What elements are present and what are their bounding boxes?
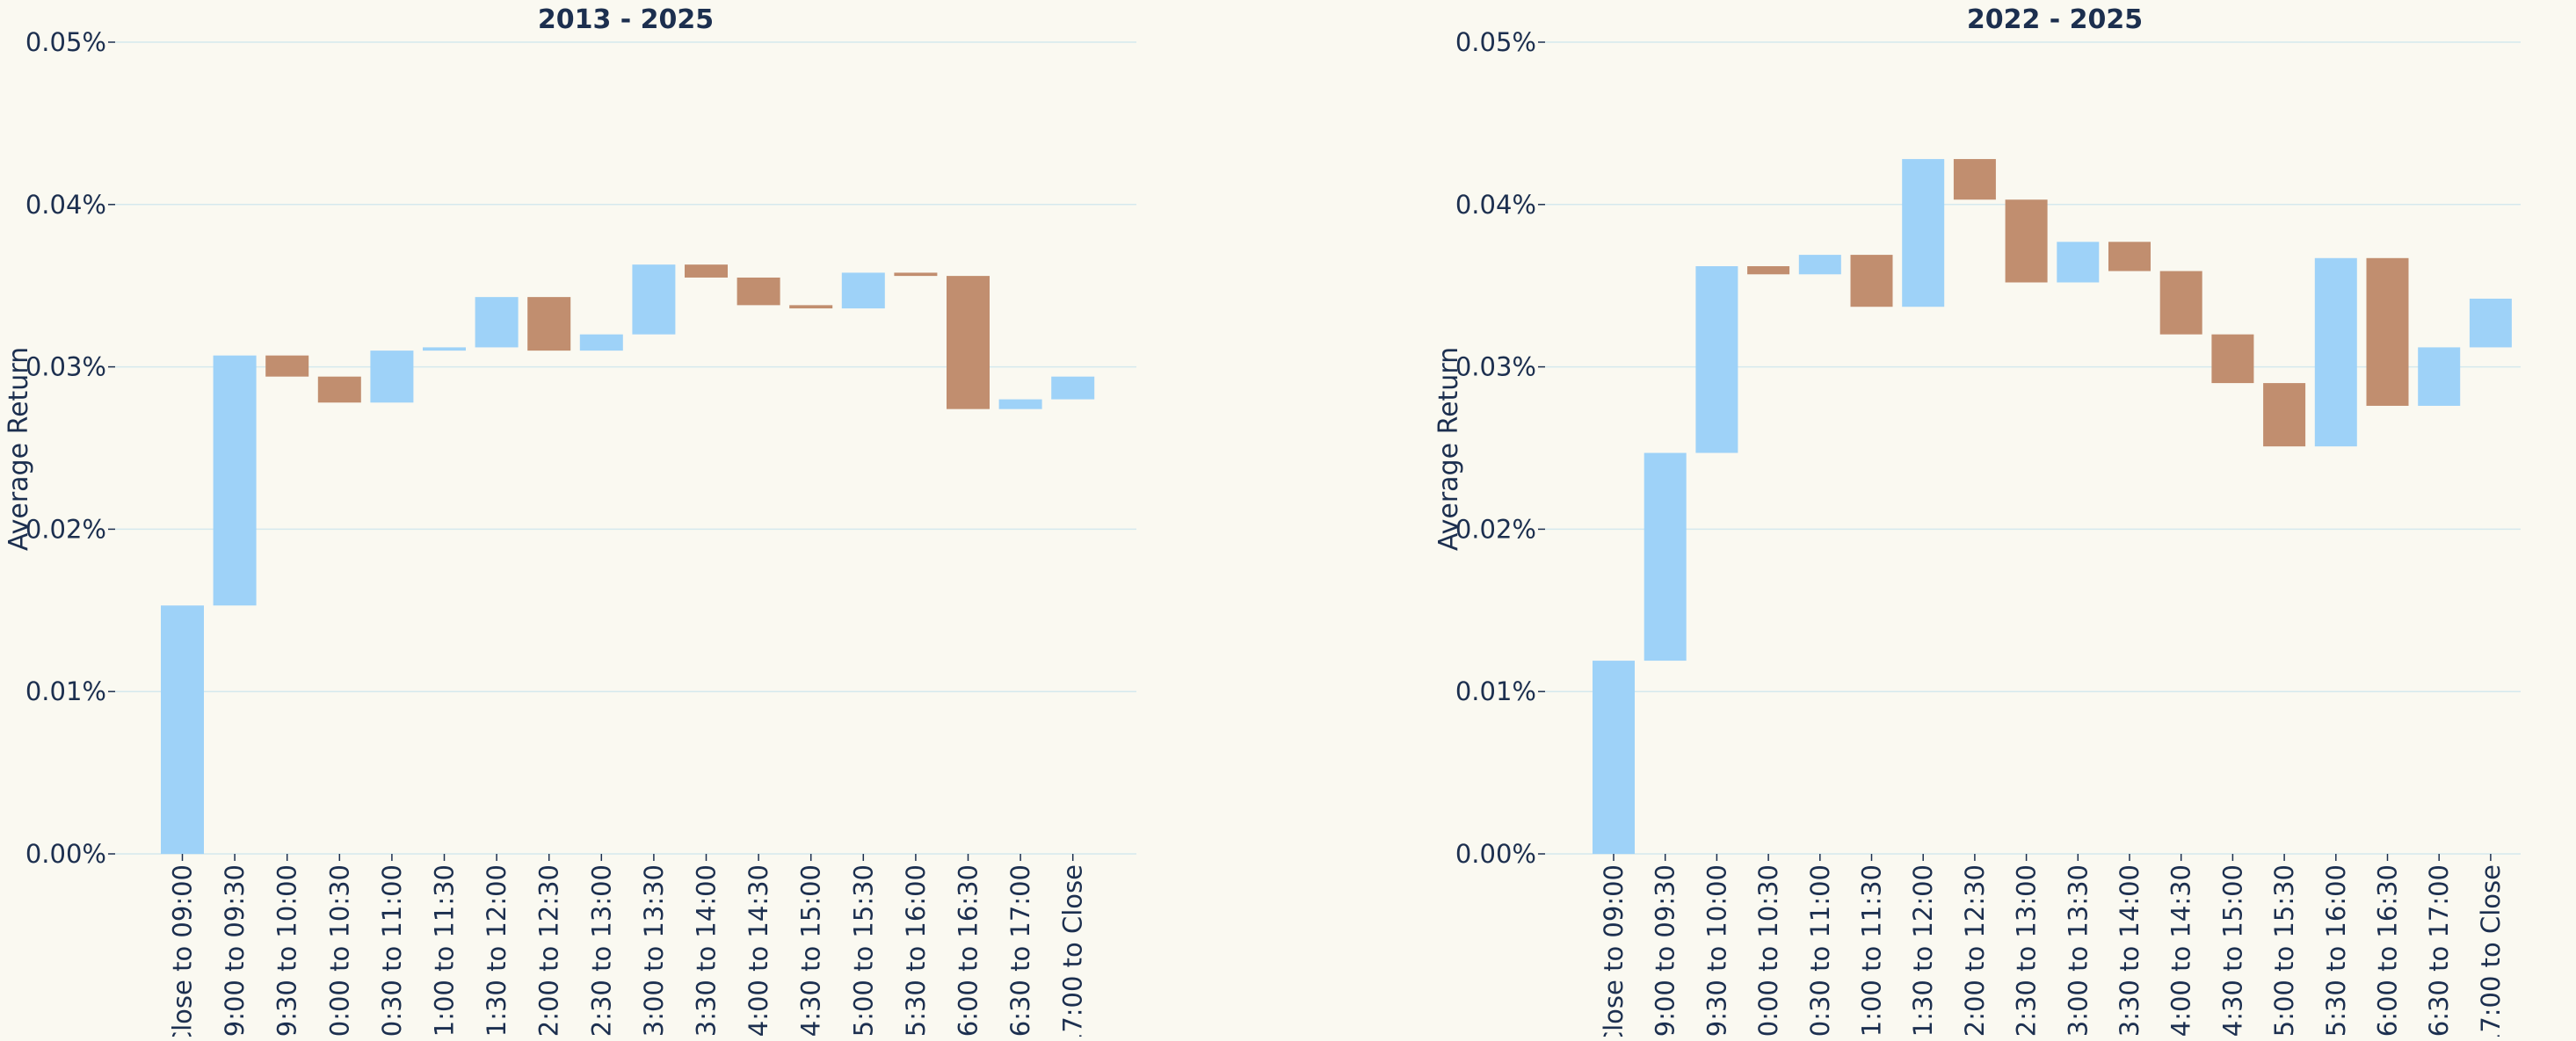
bar-increase xyxy=(1644,452,1687,661)
bar-decrease xyxy=(2366,257,2409,406)
bar-decrease xyxy=(2005,199,2048,283)
bar-increase xyxy=(1798,255,1841,275)
x-tick-label: 14:00 to 14:30 xyxy=(744,864,773,1037)
chart-title: 2013 - 2025 xyxy=(538,4,714,35)
y-tick-label: 0.00% xyxy=(25,839,106,869)
bar-decrease xyxy=(685,264,728,278)
x-tick-label: 14:30 to 15:00 xyxy=(2217,864,2247,1037)
x-tick-label: 3:30 to 14:00 xyxy=(2115,864,2144,1037)
bar-decrease xyxy=(265,355,309,377)
x-tick-label: 10:00 to 10:30 xyxy=(324,864,354,1037)
bar-increase xyxy=(1051,376,1095,400)
y-axis-label: Average Return xyxy=(1433,347,1464,551)
bar-decrease xyxy=(527,297,571,351)
bar-increase xyxy=(423,347,466,351)
bar-increase xyxy=(161,605,204,854)
y-tick-label: 0.04% xyxy=(1455,190,1536,220)
y-tick-label: 0.02% xyxy=(25,514,106,544)
y-tick-label: 0.01% xyxy=(25,676,106,706)
y-tick-label: 0.04% xyxy=(25,190,106,220)
bar-increase xyxy=(1695,266,1738,453)
bar-increase xyxy=(1902,159,1945,307)
x-tick-label: 09:00 to 09:30 xyxy=(1651,864,1680,1037)
x-tick-label: 16:30 to 17:00 xyxy=(1005,864,1035,1037)
x-tick-label: 12:00 to 12:30 xyxy=(1960,864,1990,1037)
bar-decrease xyxy=(2263,383,2306,447)
bar-decrease xyxy=(317,376,361,403)
bar-decrease xyxy=(737,277,780,306)
bar-increase xyxy=(2314,257,2357,447)
chart-panel-left: 2013 - 2025 Average Return 0.00% 0.01% 0.0… xyxy=(4,4,1136,1041)
x-tick-label: 10:30 to 11:00 xyxy=(1805,864,1835,1037)
bar-increase xyxy=(632,264,676,335)
bar-decrease xyxy=(1953,159,1996,200)
x-tick-label: 17:00 to Close xyxy=(1058,864,1088,1037)
chart-panel-right: 2022 - 2025 Average Return 0.00% 0.01% 0.0… xyxy=(1433,4,2521,1041)
x-tick-label: 15:30 to 16:00 xyxy=(901,864,931,1037)
x-tick-label: 09:30 to 10:00 xyxy=(1702,864,1731,1037)
x-tick-label: 10:00 to 10:30 xyxy=(1753,864,1783,1037)
y-tick-label: 0.03% xyxy=(1455,352,1536,382)
bar-increase xyxy=(1593,661,1635,854)
y-tick-label: 0.01% xyxy=(1455,676,1536,706)
bar-decrease xyxy=(2211,334,2254,384)
chart-title: 2022 - 2025 xyxy=(1967,4,2143,35)
bar-increase xyxy=(2418,347,2461,406)
x-tick-label: 13:30 to 14:00 xyxy=(692,864,722,1037)
x-tick-label: 13:00 to 13:30 xyxy=(2063,864,2093,1037)
x-tick-label: 11:30 to 12:00 xyxy=(1908,864,1938,1037)
bar-increase xyxy=(370,351,414,403)
bar-decrease xyxy=(947,276,990,409)
y-tick-label: 0.03% xyxy=(25,352,106,382)
x-tick-label: 14:30 to 15:00 xyxy=(796,864,826,1037)
y-axis-label: Average Return xyxy=(4,347,34,551)
x-tick-label: 12:30 to 13:00 xyxy=(2012,864,2042,1037)
bar-increase xyxy=(2469,298,2512,348)
y-tick-label: 0.02% xyxy=(1455,514,1536,544)
y-tick-label: 0.05% xyxy=(1455,27,1536,57)
bar-increase xyxy=(2057,242,2100,283)
x-tick-label: 14:00 to 14:30 xyxy=(2166,864,2196,1037)
x-tick-label: 09:30 to 10:00 xyxy=(272,864,302,1037)
bar-decrease xyxy=(1850,255,1893,307)
bar-decrease xyxy=(2108,242,2151,271)
bar-increase xyxy=(998,399,1042,409)
bar-increase xyxy=(579,334,623,351)
x-tick-label: 15:00 to 15:30 xyxy=(2269,864,2299,1037)
x-tick-label: 16:30 to 17:00 xyxy=(2424,864,2454,1037)
x-tick-label: 13:00 to 13:30 xyxy=(639,864,669,1037)
x-tick-label: 16:00 to 16:30 xyxy=(954,864,983,1037)
bar-decrease xyxy=(894,272,938,277)
bar-decrease xyxy=(2159,271,2202,335)
x-tick-label: 15:00 to 15:30 xyxy=(848,864,878,1037)
x-tick-label: 10:30 to 11:00 xyxy=(377,864,407,1037)
y-tick-label: 0.00% xyxy=(1455,839,1536,869)
x-tick-label: Close to 09:00 xyxy=(1599,864,1629,1037)
x-tick-label: Close to 09:00 xyxy=(168,864,198,1037)
bar-increase xyxy=(213,355,257,606)
bar-increase xyxy=(475,297,519,348)
x-tick-label: 16:00 to 16:30 xyxy=(2373,864,2403,1037)
x-tick-label: 11:00 to 11:30 xyxy=(430,864,460,1037)
x-tick-label: 11:00 to 11:30 xyxy=(1857,864,1887,1037)
x-tick-label: 15:30 to 16:00 xyxy=(2321,864,2351,1037)
x-tick-label: 11:30 to 12:00 xyxy=(482,864,512,1037)
x-tick-label: 12:30 to 13:00 xyxy=(586,864,616,1037)
x-tick-label: 12:00 to 12:30 xyxy=(534,864,564,1037)
y-tick-label: 0.05% xyxy=(25,27,106,57)
x-tick-label: 17:00 to Close xyxy=(2476,864,2506,1037)
x-tick-label: 09:00 to 09:30 xyxy=(220,864,250,1037)
bar-decrease xyxy=(789,305,833,309)
bar-increase xyxy=(841,272,885,309)
bar-decrease xyxy=(1747,266,1790,275)
